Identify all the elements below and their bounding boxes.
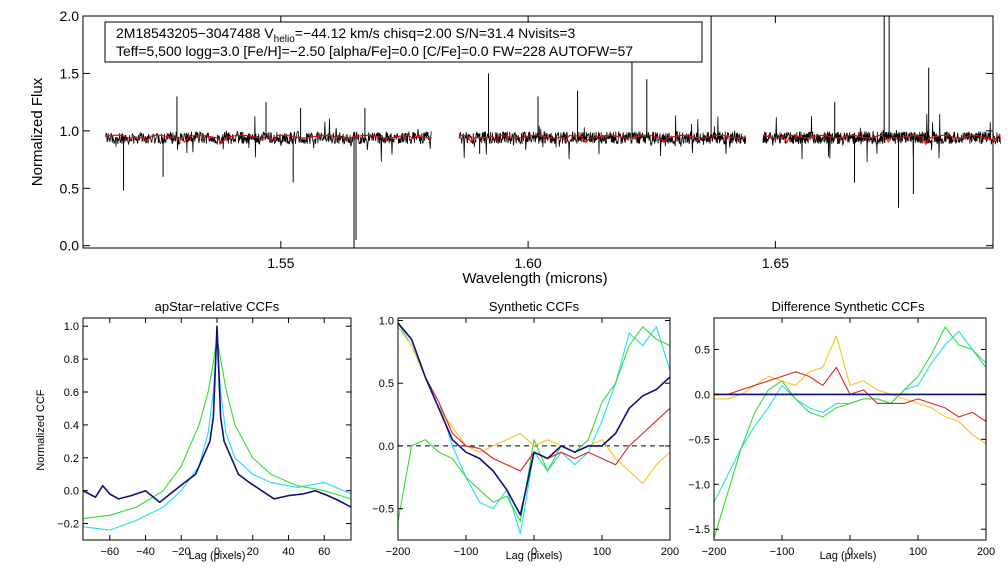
difference-ccf-panel: Difference Synthetic CCFs −200 −100 0 100 20… <box>688 299 995 562</box>
ytick-label: −0.5 <box>688 434 710 446</box>
xtick-label: 0 <box>531 546 537 558</box>
annotation-star-vhelio: 2M18543205−3047488 V <box>116 25 274 41</box>
ytick-label: −0.2 <box>57 519 79 531</box>
xtick-label: −40 <box>136 546 155 558</box>
xtick-label: 1.60 <box>514 255 541 271</box>
apstar-ccf-xlabel: Lag (pixels) <box>189 550 246 562</box>
synthetic-ccf-plot-area <box>398 322 670 535</box>
ytick-label: 1.0 <box>379 316 394 328</box>
ytick-label: 1.0 <box>60 123 80 139</box>
model-spectrum-chip-2 <box>458 134 746 144</box>
difference-ccf-xlabel: Lag (pixels) <box>820 550 877 562</box>
ytick-label: 0.6 <box>64 387 79 399</box>
xtick-label: −200 <box>386 546 411 558</box>
ytick-label: 0.0 <box>60 238 80 254</box>
xtick-label: 200 <box>977 546 995 558</box>
annotation-line-2: Teff=5,500 logg=3.0 [Fe/H]=−2.50 [alpha/… <box>116 43 633 59</box>
xtick-label: 0 <box>847 546 853 558</box>
annotation-helio-subscript: helio <box>274 34 296 45</box>
ytick-label: 0.4 <box>64 420 79 432</box>
xtick-label: 20 <box>247 546 259 558</box>
ytick-label: 0.5 <box>695 344 710 356</box>
ytick-label: −1.0 <box>688 479 710 491</box>
difference-ccf-title: Difference Synthetic CCFs <box>772 299 925 314</box>
xtick-label: 1.55 <box>267 255 294 271</box>
xtick-label: 0 <box>214 546 220 558</box>
synthetic-ccf-panel: Synthetic CCFs −200 −100 0 100 200 −0.5 0.0 0.5… <box>372 299 679 562</box>
annotation-box: 2M18543205−3047488 Vhelio=−44.12 km/s ch… <box>104 21 703 63</box>
apstar-ccf-title: apStar−relative CCFs <box>155 299 280 314</box>
xtick-label: 40 <box>282 546 294 558</box>
annotation-frame <box>104 21 703 63</box>
ytick-label: 0.8 <box>64 354 79 366</box>
synthetic-ccf-ticks: −200 −100 0 100 200 −0.5 0.0 0.5 1.0 <box>372 316 679 558</box>
ytick-label: 2.0 <box>60 8 80 24</box>
ytick-label: −1.5 <box>688 524 710 536</box>
ytick-label: 0.5 <box>60 180 80 196</box>
xtick-label: −200 <box>702 546 727 558</box>
xtick-label: 200 <box>661 546 679 558</box>
model-spectrum-chip-3 <box>762 134 1001 146</box>
xtick-label: −100 <box>770 546 795 558</box>
xtick-label: 60 <box>318 546 330 558</box>
ytick-label: 0.0 <box>64 486 79 498</box>
synthetic-ccf-xlabel: Lag (pixels) <box>506 550 563 562</box>
ytick-label: 0.0 <box>379 441 394 453</box>
synthetic-ccf-title: Synthetic CCFs <box>489 299 580 314</box>
series-line-orange <box>398 326 670 485</box>
ytick-label: 1.0 <box>64 321 79 333</box>
model-spectrum-chip-1 <box>105 134 432 144</box>
apstar-ccf-ticks: −60 −40 −20 0 20 40 60 −0.2 0.0 0.2 0.4 0.6 0.8 1.0 <box>57 318 351 558</box>
difference-ccf-plot-area <box>714 326 986 539</box>
apstar-ccf-panel: apStar−relative CCFs −60 −40 −20 0 20 40 60 −0.… <box>35 299 352 562</box>
observed-spectrum-chip-1 <box>105 116 432 162</box>
series-line-navy <box>83 325 351 508</box>
apstar-ccf-ylabel: Normalized CCF <box>35 389 47 471</box>
ytick-label: 0.2 <box>64 453 79 465</box>
spectrum-axes-frame <box>82 15 994 249</box>
apstar-ccf-plot-area <box>83 325 351 531</box>
ytick-label: 1.5 <box>60 65 80 81</box>
series-line-green <box>398 326 670 522</box>
series-group <box>83 325 351 531</box>
annotation-stats: =−44.12 km/s chisq=2.00 S/N=31.4 Nvisits… <box>295 25 576 41</box>
series-group <box>398 322 670 535</box>
xtick-label: 100 <box>909 546 927 558</box>
spectrum-plot-area <box>105 16 1001 248</box>
difference-ccf-ticks: −200 −100 0 100 200 −1.5 −1.0 −0.5 0.0 0.5 <box>688 318 995 558</box>
ytick-label: 0.5 <box>379 378 394 390</box>
ytick-label: 0.0 <box>695 389 710 401</box>
series-group <box>714 326 986 539</box>
xtick-label: 100 <box>593 546 611 558</box>
series-line-orange <box>714 335 986 445</box>
series-line-navy <box>398 322 670 516</box>
xtick-label: −20 <box>172 546 191 558</box>
observed-spectrum-chip-3 <box>762 113 1001 163</box>
spectrum-panel: 1.55 1.60 1.65 0.0 0.5 1.0 1.5 2.0 Wavelength (… <box>29 8 1001 287</box>
spectrum-xlabel: Wavelength (microns) <box>462 270 607 287</box>
observed-spectrum-chip-2 <box>458 115 747 160</box>
series-line-green <box>714 326 986 539</box>
xtick-label: 1.65 <box>762 255 789 271</box>
xtick-label: −60 <box>100 546 119 558</box>
ytick-label: −0.5 <box>372 504 394 516</box>
xtick-label: −100 <box>454 546 479 558</box>
spectrum-ticks: 1.55 1.60 1.65 0.0 0.5 1.0 1.5 2.0 <box>60 8 993 271</box>
spectrum-ylabel: Normalized Flux <box>29 77 46 186</box>
annotation-line-1: 2M18543205−3047488 Vhelio=−44.12 km/s ch… <box>116 25 576 45</box>
